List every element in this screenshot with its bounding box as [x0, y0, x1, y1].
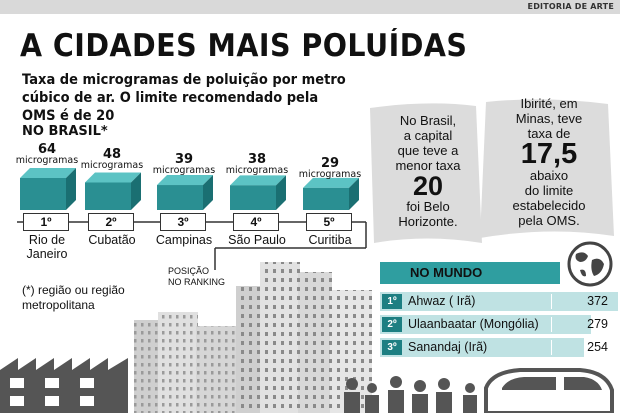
globe-icon — [567, 241, 613, 287]
brasil-unit-label: microgramas — [298, 169, 362, 180]
brasil-rank-box: 1º — [23, 213, 69, 231]
brasil-bar-side — [131, 172, 141, 210]
brasil-bar — [157, 185, 203, 210]
panel-brasil-line1: No Brasil, — [399, 113, 457, 128]
editoria-label: EDITORIA DE ARTE — [527, 2, 614, 11]
brasil-bar-top — [157, 175, 213, 186]
brasil-chart-title: NO BRASIL* — [22, 124, 108, 139]
brasil-value-label: 39 — [174, 152, 194, 167]
posicao-line2: NO RANKING — [168, 277, 226, 287]
mundo-rank-badge: 2º — [382, 317, 402, 332]
brasil-bar — [230, 185, 276, 210]
brasil-value-label: 38 — [247, 152, 267, 167]
panel-brasil-line4: menor taxa — [395, 158, 461, 173]
brasil-bar-side — [203, 175, 213, 210]
brasil-city-label: Cubatão — [88, 233, 136, 247]
brasil-bar-top — [230, 175, 286, 186]
brasil-city-label: São Paulo — [228, 233, 286, 247]
brasil-bar-top — [85, 172, 141, 183]
panel-ibirite-line1: Ibirité, em — [520, 96, 578, 111]
brasil-bar-side — [66, 168, 76, 210]
mundo-separator — [551, 294, 553, 309]
brasil-bar-top — [303, 177, 359, 188]
mundo-value-label: 279 — [587, 317, 608, 331]
brasil-value-label: 29 — [320, 156, 340, 171]
brasil-city-label: Curitiba — [308, 233, 352, 247]
brasil-bar — [20, 178, 66, 210]
footnote: (*) região ou região metropolitana — [22, 283, 125, 312]
mundo-value-label: 372 — [587, 294, 608, 308]
brasil-rank-box: 3º — [160, 213, 206, 231]
mundo-value-label: 254 — [587, 340, 608, 354]
brasil-value-label: 64 — [37, 142, 57, 157]
panel-brasil-line5: foi Belo — [406, 199, 450, 214]
page-title: A CIDADES MAIS POLUÍDAS — [20, 28, 468, 64]
panel-ibirite: Ibirité, em Minas, teve taxa de 17,5 aba… — [497, 96, 601, 228]
brasil-city-label: Campinas — [155, 233, 213, 247]
brasil-rank-box: 2º — [88, 213, 134, 231]
mundo-row: 3º Sanandaj (Irã) 254 — [380, 338, 618, 357]
posicao-line1: POSIÇÃO — [168, 266, 210, 276]
brasil-unit-label: microgramas — [80, 160, 144, 171]
panel-ibirite-line6: estabelecido — [512, 198, 586, 213]
mundo-chart-title: NO MUNDO — [380, 262, 560, 284]
panel-ibirite-line2: Minas, teve — [515, 111, 583, 126]
panel-brasil-line3: que teve a — [397, 143, 459, 158]
info-panels-bg — [370, 99, 614, 243]
brasil-bar-side — [276, 175, 286, 210]
brasil-bar — [303, 187, 349, 210]
mundo-rank-badge: 3º — [382, 340, 402, 355]
mundo-city-label: Sanandaj (Irã) — [408, 340, 488, 354]
panel-ibirite-line4: abaixo — [529, 168, 569, 183]
mundo-row: 2º Ulaanbaatar (Mongólia) 279 — [380, 315, 618, 334]
brasil-unit-label: microgramas — [225, 165, 289, 176]
panel-brasil-line6: Horizonte. — [398, 214, 458, 229]
skyline-illustration — [0, 262, 614, 413]
brasil-value-label: 48 — [102, 147, 122, 162]
brasil-rank-box: 5º — [306, 213, 352, 231]
mundo-rank-badge: 1º — [382, 294, 402, 309]
mundo-bar — [380, 315, 592, 334]
subtitle: Taxa de microgramas de poluição por metr… — [22, 72, 346, 124]
brasil-bar-top — [20, 168, 76, 178]
mundo-separator — [551, 340, 553, 355]
panel-brasil-value: 20 — [412, 171, 444, 201]
mundo-bar — [380, 292, 618, 311]
panel-ibirite-value: 17,5 — [520, 138, 578, 170]
panel-brasil-line2: a capital — [403, 128, 453, 143]
panel-brasil: No Brasil, a capital que teve a menor ta… — [382, 113, 474, 229]
mundo-row: 1º Ahwaz ( Irã) 372 — [380, 292, 618, 311]
brasil-unit-label: microgramas — [15, 155, 79, 166]
brasil-chart — [17, 168, 367, 270]
brasil-city-label: Rio de Janeiro — [26, 233, 68, 261]
mundo-separator — [551, 317, 553, 332]
top-bar — [0, 0, 620, 14]
brasil-bar — [85, 182, 131, 210]
brasil-bar-side — [349, 177, 359, 210]
panel-ibirite-line5: do limite — [524, 183, 574, 198]
brasil-unit-label: microgramas — [152, 165, 216, 176]
mundo-city-label: Ulaanbaatar (Mongólia) — [408, 317, 539, 331]
panel-ibirite-line3: taxa de — [527, 126, 571, 141]
panel-ibirite-line7: pela OMS. — [518, 213, 580, 228]
mundo-bar — [380, 338, 585, 357]
brasil-rank-box: 4º — [233, 213, 279, 231]
posicao-label: POSIÇÃO NO RANKING — [168, 266, 225, 288]
mundo-city-label: Ahwaz ( Irã) — [408, 294, 476, 308]
